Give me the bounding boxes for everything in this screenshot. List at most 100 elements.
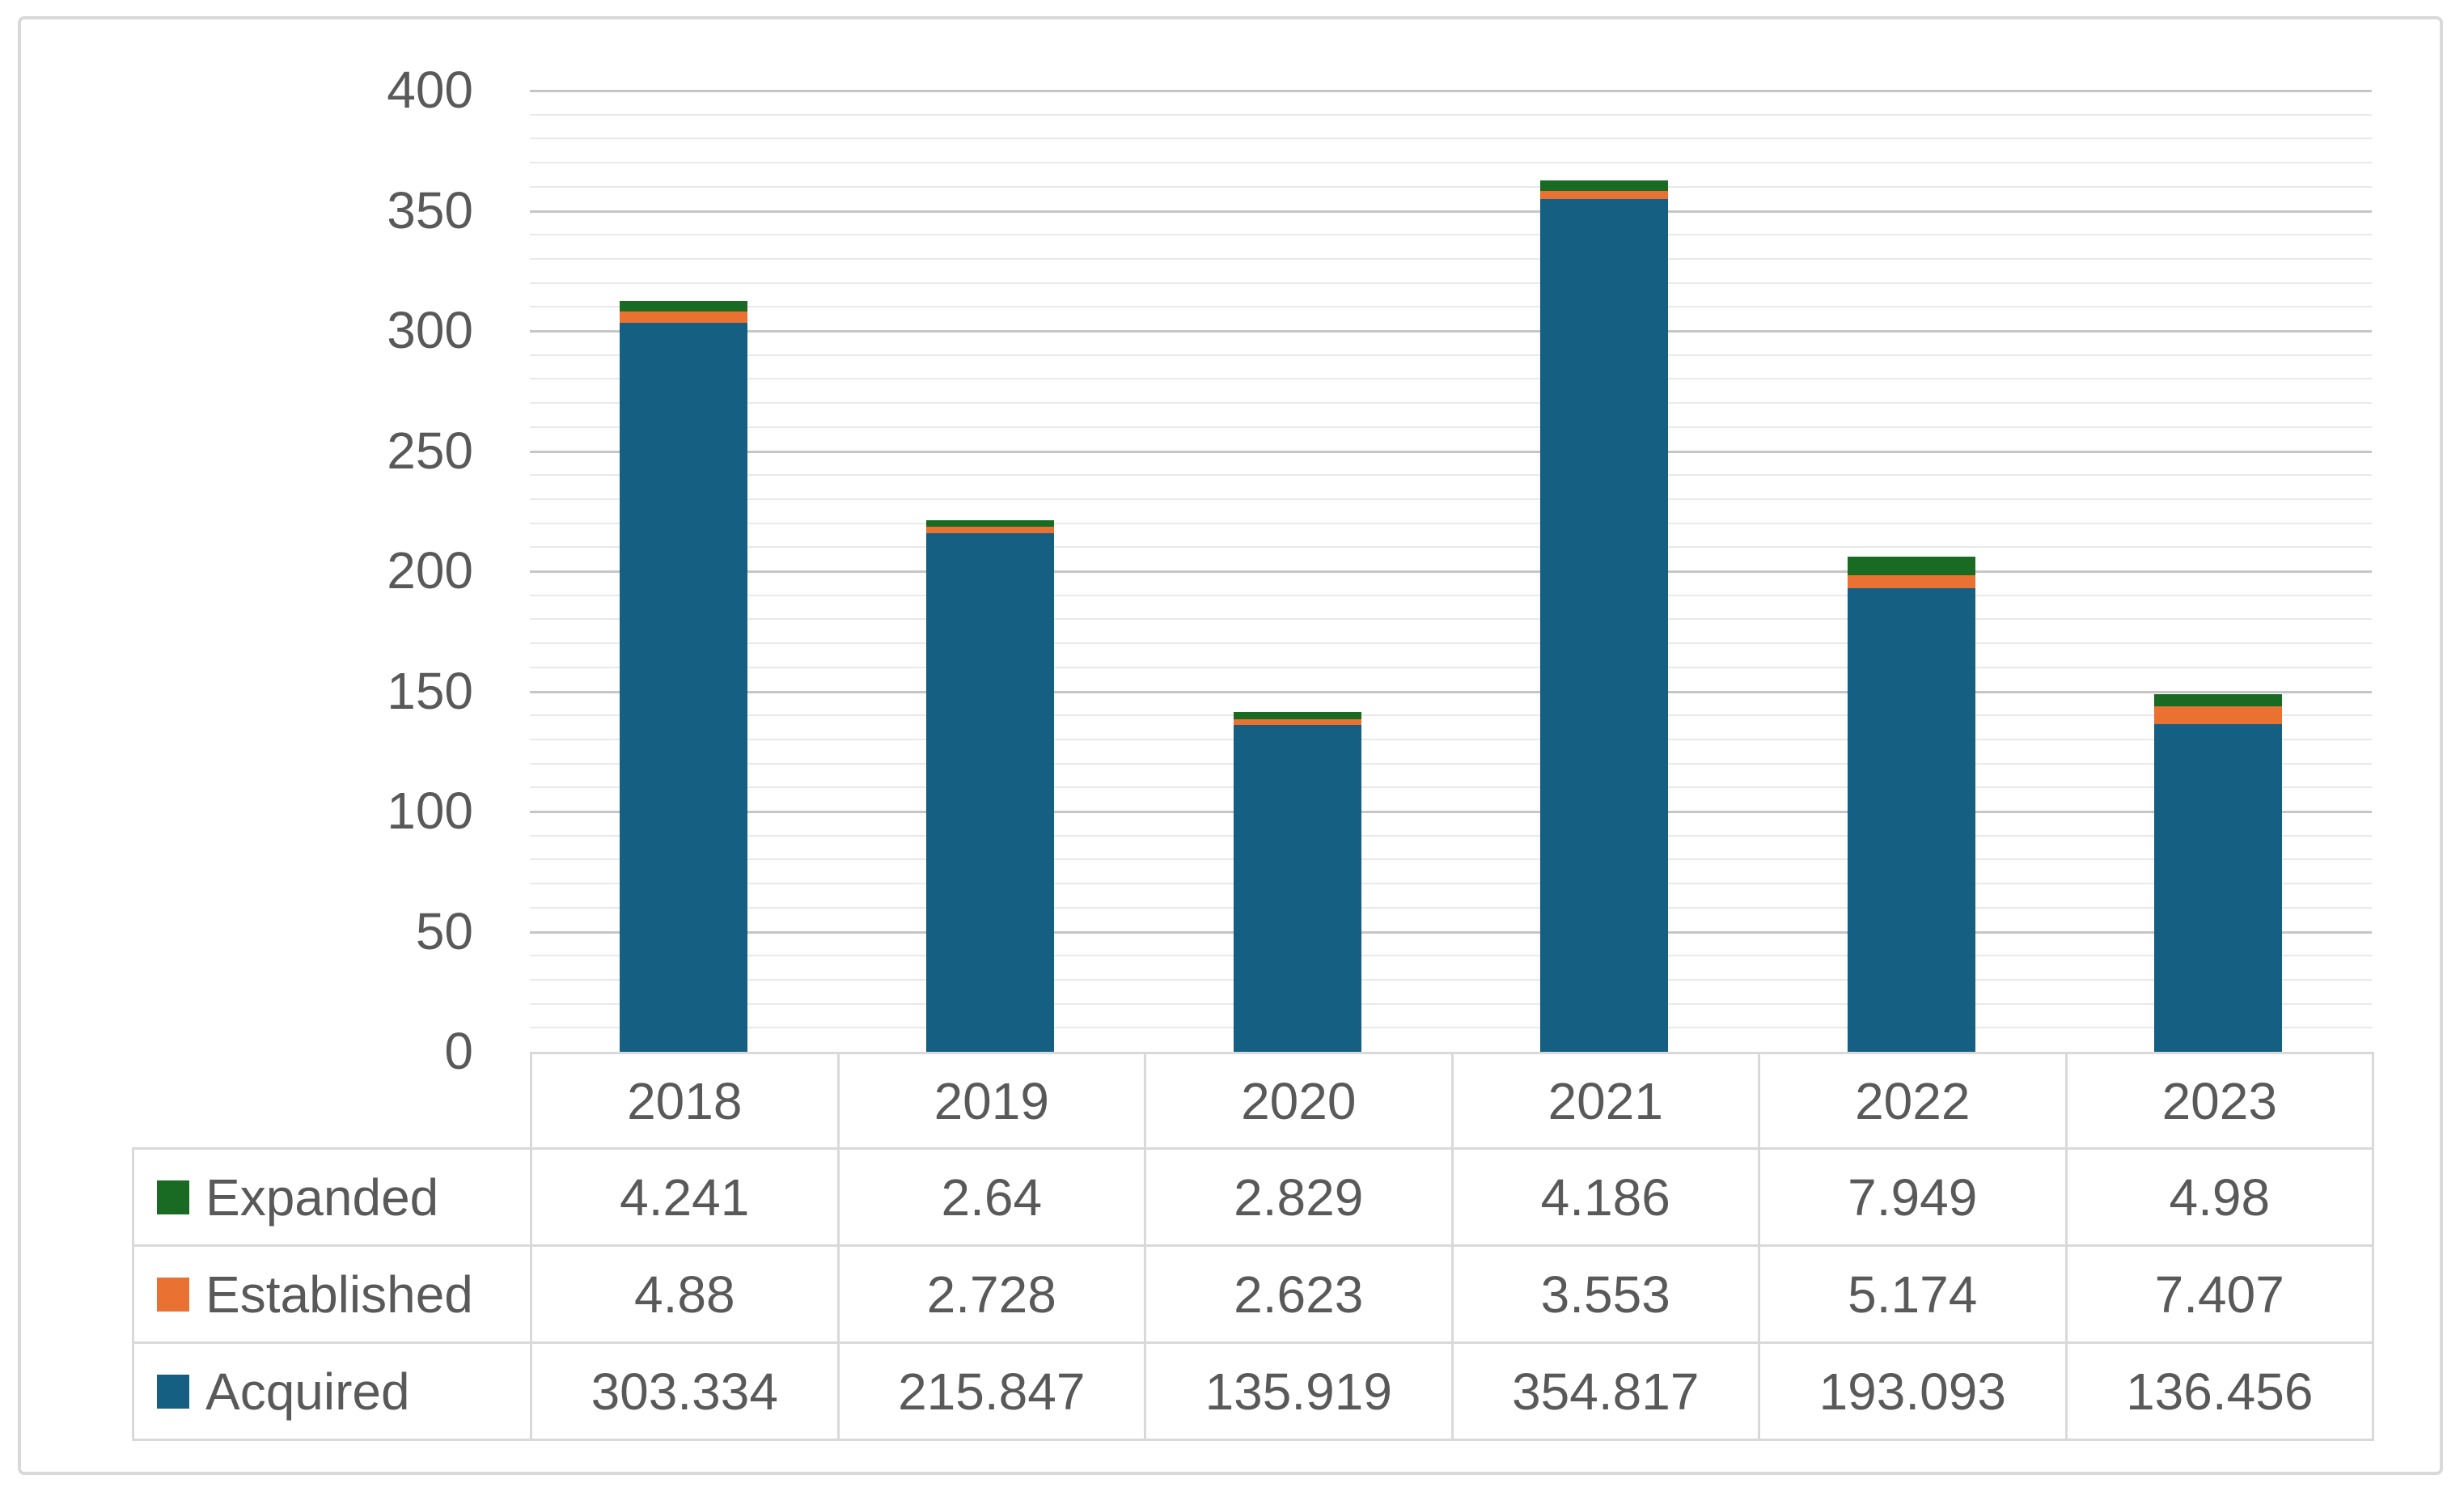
minor-gridline xyxy=(530,498,2372,500)
table-value-cell-established-2021: 3.553 xyxy=(1450,1244,1760,1344)
bar-segment-acquired-2022 xyxy=(1847,587,1975,1052)
minor-gridline xyxy=(530,858,2372,861)
bar-segment-acquired-2020 xyxy=(1233,725,1361,1052)
series-name-label: Acquired xyxy=(205,1362,410,1421)
bar-segment-established-2018 xyxy=(619,311,747,324)
bar-segment-expanded-2021 xyxy=(1540,180,1669,191)
minor-gridline xyxy=(530,594,2372,596)
minor-gridline xyxy=(530,306,2372,308)
major-gridline xyxy=(530,450,2372,453)
major-gridline xyxy=(530,690,2372,693)
year-header-cell: 2018 xyxy=(530,1052,840,1150)
legend-swatch-acquired xyxy=(157,1374,189,1409)
bar-segment-expanded-2019 xyxy=(926,519,1055,527)
minor-gridline xyxy=(530,618,2372,621)
table-value-cell-established-2018: 4.88 xyxy=(530,1244,840,1344)
legend-swatch-established xyxy=(157,1277,189,1312)
table-value-cell-acquired-2023: 136.456 xyxy=(2064,1341,2374,1441)
year-header-cell: 2023 xyxy=(2064,1052,2374,1150)
major-gridline xyxy=(530,930,2372,934)
y-axis-tick-label: 350 xyxy=(387,180,473,239)
major-gridline xyxy=(530,90,2372,92)
y-axis-tick-label: 250 xyxy=(387,421,473,480)
year-header-cell: 2019 xyxy=(836,1052,1146,1150)
minor-gridline xyxy=(530,834,2372,837)
table-value-cell-expanded-2018: 4.241 xyxy=(530,1147,840,1247)
y-axis-tick-label: 0 xyxy=(444,1022,473,1080)
table-value-cell-established-2023: 7.407 xyxy=(2064,1244,2374,1344)
table-value-cell-expanded-2020: 2.829 xyxy=(1144,1147,1454,1247)
bar-segment-acquired-2019 xyxy=(926,532,1055,1052)
minor-gridline xyxy=(530,666,2372,668)
minor-gridline xyxy=(530,1002,2372,1005)
table-value-cell-expanded-2022: 7.949 xyxy=(1758,1147,2068,1247)
table-value-cell-acquired-2020: 135.919 xyxy=(1144,1341,1454,1441)
minor-gridline xyxy=(530,738,2372,740)
bar-segment-acquired-2018 xyxy=(619,323,747,1052)
bar-segment-established-2022 xyxy=(1847,575,1975,588)
minor-gridline xyxy=(530,138,2372,140)
bar-segment-expanded-2023 xyxy=(2154,693,2283,706)
table-value-cell-established-2020: 2.623 xyxy=(1144,1244,1454,1344)
plot-area xyxy=(530,90,2372,1052)
y-axis-tick-label: 400 xyxy=(387,61,473,119)
minor-gridline xyxy=(530,162,2372,164)
legend-swatch-expanded xyxy=(157,1180,189,1214)
bar-segment-expanded-2018 xyxy=(619,301,747,311)
minor-gridline xyxy=(530,402,2372,405)
bar-segment-established-2021 xyxy=(1540,190,1669,200)
minor-gridline xyxy=(530,906,2372,909)
y-axis-tick-label: 50 xyxy=(415,901,473,960)
minor-gridline xyxy=(530,978,2372,981)
table-value-cell-expanded-2019: 2.64 xyxy=(836,1147,1146,1247)
minor-gridline xyxy=(530,474,2372,477)
legend-row-label-acquired: Acquired xyxy=(132,1341,532,1441)
year-header-cell: 2020 xyxy=(1144,1052,1454,1150)
minor-gridline xyxy=(530,426,2372,428)
bar-segment-established-2019 xyxy=(926,526,1055,533)
year-header-cell: 2021 xyxy=(1450,1052,1760,1150)
table-value-cell-established-2022: 5.174 xyxy=(1758,1244,2068,1344)
minor-gridline xyxy=(530,378,2372,380)
minor-gridline xyxy=(530,883,2372,885)
y-axis-tick-label: 200 xyxy=(387,541,473,600)
minor-gridline xyxy=(530,257,2372,260)
minor-gridline xyxy=(530,786,2372,789)
minor-gridline xyxy=(530,354,2372,356)
table-value-cell-acquired-2018: 303.334 xyxy=(530,1341,840,1441)
minor-gridline xyxy=(530,762,2372,765)
year-header-cell: 2022 xyxy=(1758,1052,2068,1150)
table-value-cell-expanded-2023: 4.98 xyxy=(2064,1147,2374,1247)
series-name-label: Expanded xyxy=(205,1168,439,1227)
minor-gridline xyxy=(530,642,2372,645)
legend-row-label-expanded: Expanded xyxy=(132,1147,532,1247)
minor-gridline xyxy=(530,522,2372,524)
table-value-cell-acquired-2022: 193.093 xyxy=(1758,1341,2068,1441)
y-axis-tick-label: 300 xyxy=(387,301,473,359)
major-gridline xyxy=(530,811,2372,813)
bar-segment-established-2023 xyxy=(2154,706,2283,724)
minor-gridline xyxy=(530,113,2372,116)
series-name-label: Established xyxy=(205,1265,473,1324)
bar-segment-expanded-2020 xyxy=(1233,712,1361,719)
minor-gridline xyxy=(530,1027,2372,1029)
minor-gridline xyxy=(530,282,2372,284)
minor-gridline xyxy=(530,546,2372,549)
minor-gridline xyxy=(530,955,2372,957)
minor-gridline xyxy=(530,714,2372,717)
table-value-cell-expanded-2021: 4.186 xyxy=(1450,1147,1760,1247)
bar-segment-acquired-2023 xyxy=(2154,723,2283,1052)
y-axis-tick-label: 100 xyxy=(387,782,473,840)
table-value-cell-acquired-2021: 354.817 xyxy=(1450,1341,1760,1441)
bar-segment-acquired-2021 xyxy=(1540,199,1669,1052)
table-value-cell-acquired-2019: 215.847 xyxy=(836,1341,1146,1441)
bar-segment-established-2020 xyxy=(1233,718,1361,726)
minor-gridline xyxy=(530,234,2372,236)
legend-row-label-established: Established xyxy=(132,1244,532,1344)
bar-segment-expanded-2022 xyxy=(1847,556,1975,576)
table-value-cell-established-2019: 2.728 xyxy=(836,1244,1146,1344)
major-gridline xyxy=(530,330,2372,333)
y-axis-tick-label: 150 xyxy=(387,661,473,720)
minor-gridline xyxy=(530,185,2372,188)
